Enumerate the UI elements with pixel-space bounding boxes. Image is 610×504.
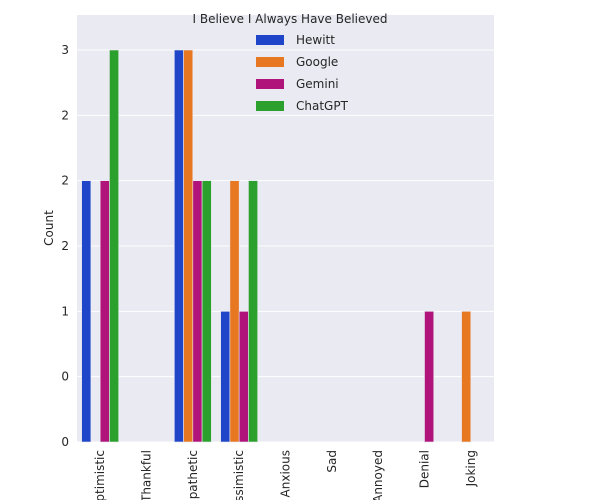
bars — [81, 49, 472, 443]
legend-swatch — [256, 101, 284, 111]
x-tick-label: Optimistic — [93, 450, 107, 500]
y-tick-label: 3 — [61, 43, 69, 57]
x-axis-ticks: Optimistic Thankful Empathetic Pessimistic A… — [93, 450, 478, 504]
legend-title: I Believe I Always Have Believed — [193, 12, 388, 26]
y-tick-label: 2 — [61, 108, 69, 122]
bar-chatgpt-empathetic — [201, 180, 212, 443]
x-tick-label: Thankful — [140, 450, 154, 500]
legend-swatch — [256, 35, 284, 45]
bar-hewitt-pessimistic — [220, 311, 231, 443]
gridlines — [77, 49, 494, 443]
y-axis-ticks: 0 0 1 2 2 2 3 — [61, 43, 69, 449]
bar-hewitt-optimistic — [81, 180, 92, 443]
legend: I Believe I Always Have Believed Hewitt G… — [193, 12, 388, 113]
y-tick-label: 0 — [61, 435, 69, 449]
legend-swatch — [256, 79, 284, 89]
bar-google-joking — [461, 311, 472, 443]
y-tick-label: 2 — [61, 174, 69, 188]
bar-gemini-denial — [424, 311, 435, 443]
bar-chatgpt-optimistic — [109, 49, 120, 443]
x-tick-label: Joking — [464, 450, 478, 487]
y-axis-label: Count — [42, 210, 56, 246]
x-tick-label: Empathetic — [186, 450, 200, 500]
bar-google-empathetic — [183, 49, 194, 443]
bar-gemini-empathetic — [192, 180, 203, 443]
bar-hewitt-empathetic — [174, 49, 184, 443]
x-tick-label: Anxious — [279, 450, 293, 497]
legend-label: Gemini — [296, 77, 339, 91]
x-tick-label: Sad — [325, 450, 339, 473]
y-tick-label: 0 — [61, 370, 69, 384]
bar-gemini-pessimistic — [238, 311, 249, 443]
x-tick-label: Pessimistic — [232, 450, 246, 500]
legend-label: Hewitt — [296, 33, 335, 47]
bar-gemini-optimistic — [99, 180, 110, 443]
legend-label: Google — [296, 55, 338, 69]
legend-swatch — [256, 57, 284, 67]
y-tick-label: 1 — [61, 304, 69, 318]
y-tick-label: 2 — [61, 239, 69, 253]
bar-chatgpt-pessimistic — [248, 180, 259, 443]
legend-label: ChatGPT — [296, 99, 349, 113]
x-tick-label: Annoyed — [371, 450, 385, 500]
x-tick-label: Denial — [418, 450, 432, 488]
bar-google-pessimistic — [229, 180, 240, 443]
